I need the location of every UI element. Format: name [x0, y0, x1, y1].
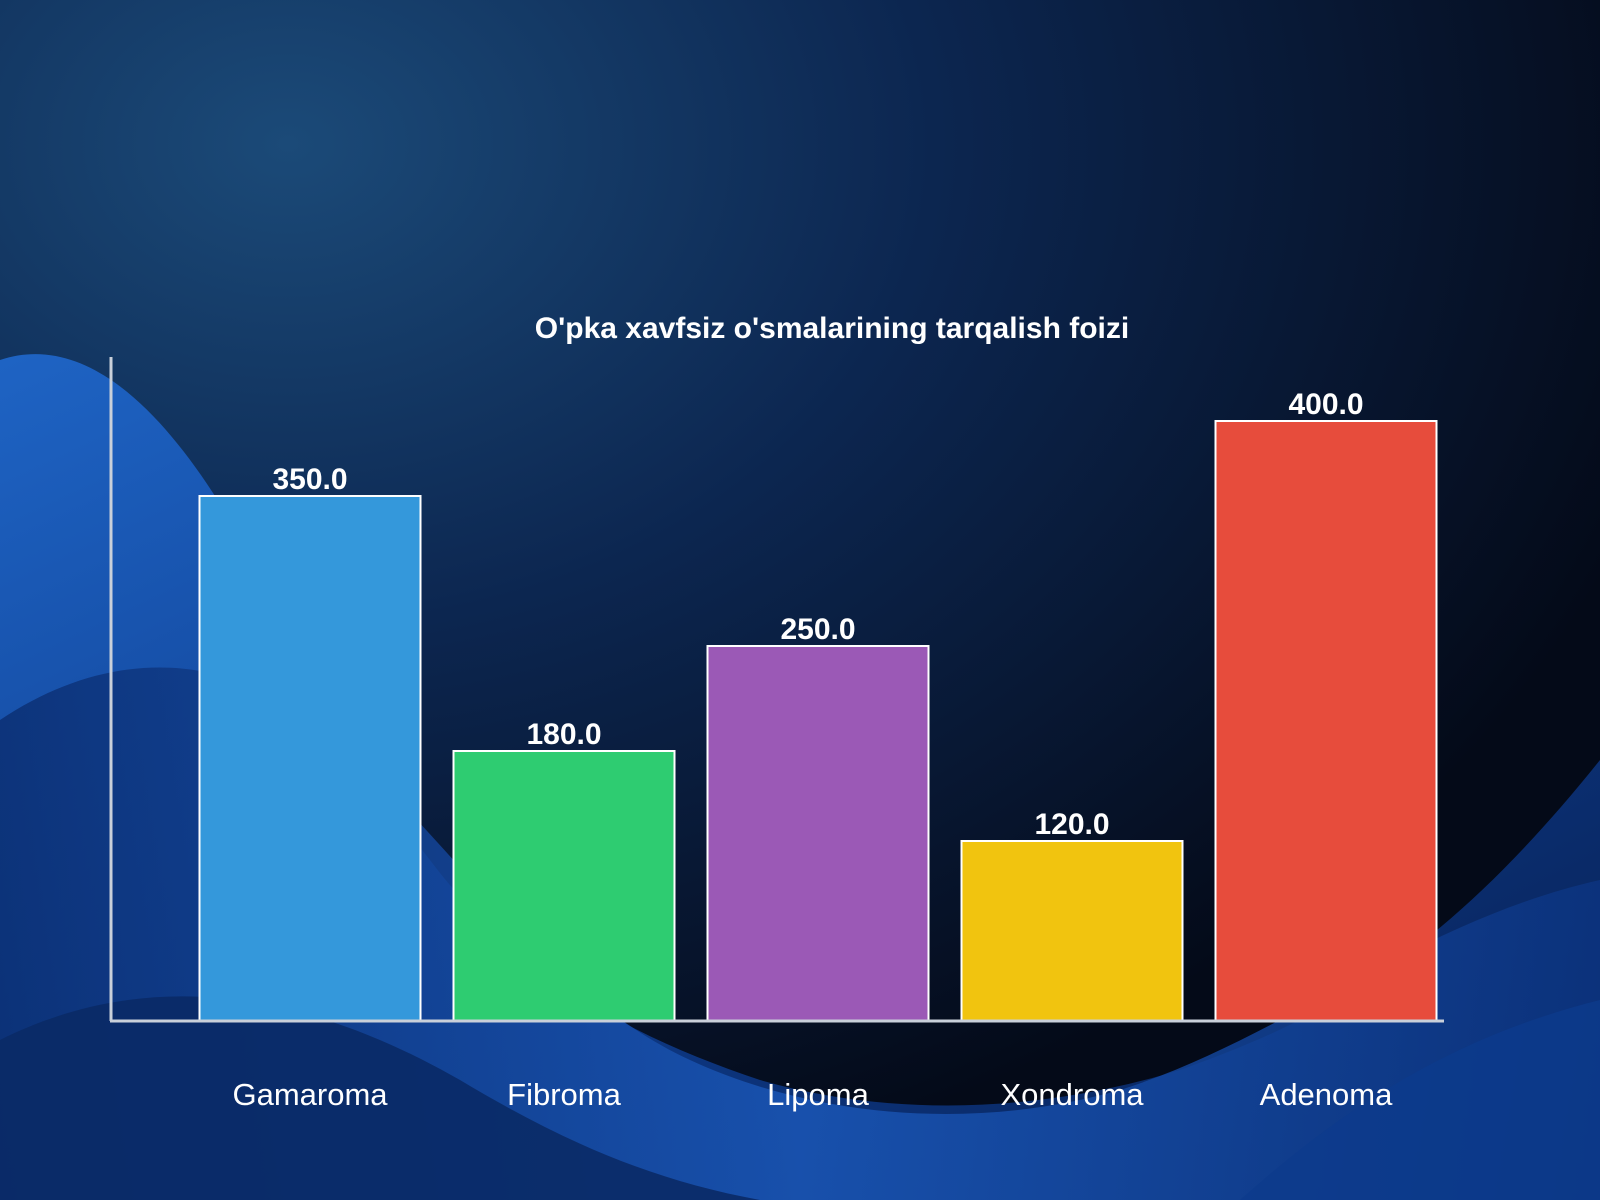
category-label-lipoma: Lipoma	[767, 1077, 869, 1112]
value-label-xondroma: 120.0	[1034, 808, 1109, 841]
category-label-adenoma: Adenoma	[1260, 1077, 1393, 1112]
bars-layer	[198, 420, 1438, 1022]
bar-gamaroma	[198, 495, 422, 1022]
chart-title: O'pka xavfsiz o'smalarining tarqalish fo…	[535, 312, 1129, 345]
category-label-xondroma: Xondroma	[1000, 1077, 1144, 1112]
value-label-gamaroma: 350.0	[272, 463, 347, 496]
bar-fibroma	[452, 750, 676, 1022]
value-label-adenoma: 400.0	[1288, 388, 1363, 421]
bar-xondroma	[960, 840, 1184, 1022]
bar-lipoma	[706, 645, 930, 1022]
bar-adenoma	[1214, 420, 1438, 1022]
value-labels-layer: 350.0 180.0 250.0 120.0 400.0	[272, 388, 1363, 841]
category-label-fibroma: Fibroma	[507, 1077, 621, 1112]
category-label-gamaroma: Gamaroma	[232, 1077, 388, 1112]
value-label-lipoma: 250.0	[780, 613, 855, 646]
category-labels-layer: Gamaroma Fibroma Lipoma Xondroma Adenoma	[232, 1077, 1393, 1112]
value-label-fibroma: 180.0	[526, 718, 601, 751]
